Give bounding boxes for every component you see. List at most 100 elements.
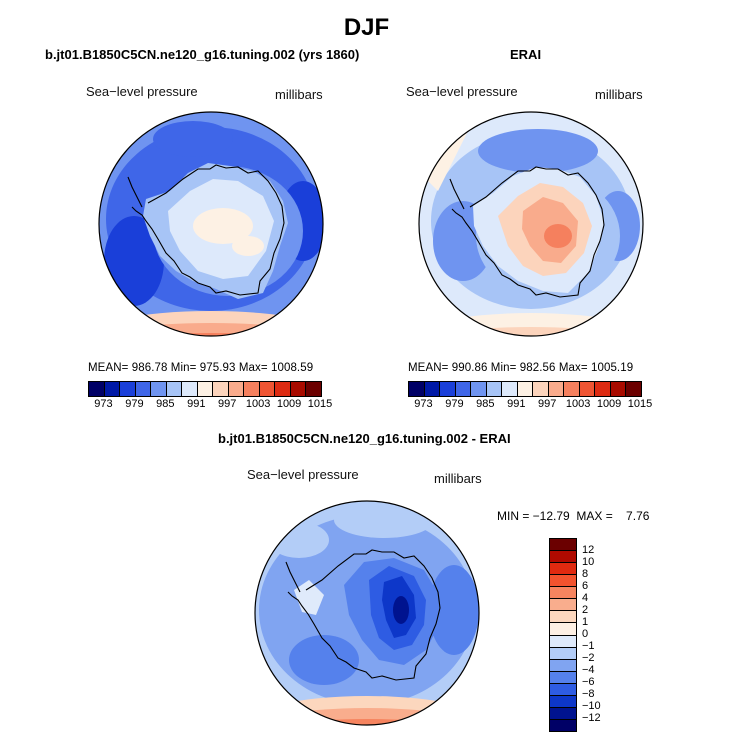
colorbar-tick-label: 6	[582, 580, 589, 592]
panel-model-stats: MEAN= 986.78 Min= 975.93 Max= 1008.59	[88, 362, 314, 374]
colorbar-tick-label: 4	[582, 592, 589, 604]
colorbar-swatch	[244, 382, 260, 396]
model-polar-map	[98, 111, 324, 337]
colorbar-swatch	[151, 382, 167, 396]
colorbar-swatch	[595, 382, 611, 396]
colorbar-obs-labels: 973 979 985 991 997 1003 1009 1015	[408, 398, 652, 412]
difference-polar-map	[254, 500, 480, 726]
colorbar-swatch	[550, 551, 576, 564]
colorbar-swatch	[564, 382, 580, 396]
colorbar-swatch	[455, 382, 472, 396]
colorbar-tick-label: 1015	[307, 398, 333, 410]
colorbar-swatch	[550, 647, 576, 660]
colorbar-swatch	[550, 563, 576, 576]
main-title: DJF	[343, 14, 390, 41]
panel-diff-variable-label: Sea−level pressure	[247, 467, 359, 482]
colorbar-swatch	[228, 382, 245, 396]
panel-title-obs: ERAI	[510, 47, 542, 62]
obs-coastline	[449, 166, 605, 298]
diff-coastline	[285, 549, 441, 681]
colorbar-swatch	[610, 382, 627, 396]
colorbar-swatch	[306, 382, 321, 396]
colorbar-tick-label: 1015	[627, 398, 653, 410]
model-coastline	[127, 164, 285, 296]
panel-model-variable-label: Sea−level pressure	[86, 84, 198, 99]
model-high-band-outer	[99, 311, 323, 336]
colorbar-swatch	[550, 695, 576, 708]
colorbar-tick-label: 10	[582, 556, 595, 568]
colorbar-swatch	[440, 382, 456, 396]
diff-min-core	[393, 596, 409, 624]
colorbar-swatch	[550, 587, 576, 600]
colorbar-tick-label: 973	[414, 398, 433, 410]
colorbar-swatch	[197, 382, 214, 396]
colorbar-swatch	[182, 382, 198, 396]
panel-obs-stats: MEAN= 990.86 Min= 982.56 Max= 1005.19	[408, 362, 634, 374]
colorbar-tick-label: −6	[582, 676, 595, 688]
panel-model-units-label: millibars	[275, 87, 323, 102]
colorbar-tick-label: −2	[582, 652, 595, 664]
colorbar-tick-label: 12	[582, 544, 595, 556]
model-high-center	[193, 208, 253, 244]
colorbar-tick-label: 979	[125, 398, 144, 410]
colorbar-tick-label: 1009	[596, 398, 622, 410]
colorbar-swatch	[409, 382, 425, 396]
panel-title-difference: b.jt01.B1850C5CN.ne120_g16.tuning.002 - …	[218, 431, 511, 446]
colorbar-difference	[549, 538, 577, 732]
obs-low-north	[478, 129, 598, 173]
colorbar-swatch	[550, 539, 576, 552]
diff-neg-southwest	[289, 635, 359, 685]
model-map-border	[98, 111, 324, 337]
colorbar-swatch	[120, 382, 136, 396]
colorbar-swatch	[550, 659, 576, 672]
diff-light-northwest	[269, 522, 329, 558]
colorbar-tick-label: 8	[582, 568, 589, 580]
panel-obs-variable-label: Sea−level pressure	[406, 84, 518, 99]
panel-obs-units-label: millibars	[595, 87, 643, 102]
diff-peninsula-light	[294, 580, 324, 615]
obs-band-inner	[419, 327, 643, 336]
diff-light-north	[334, 502, 434, 538]
colorbar-swatch	[517, 382, 534, 396]
obs-map-border	[418, 111, 644, 337]
model-low-west	[104, 216, 164, 306]
obs-high-center	[544, 224, 572, 248]
colorbar-swatch	[550, 611, 576, 624]
panel-title-model: b.jt01.B1850C5CN.ne120_g16.tuning.002 (y…	[45, 47, 360, 62]
colorbar-swatch	[550, 635, 576, 648]
colorbar-tick-label: 985	[476, 398, 495, 410]
colorbar-tick-label: 1009	[276, 398, 302, 410]
colorbar-obs	[408, 381, 642, 397]
colorbar-tick-label: 991	[507, 398, 526, 410]
colorbar-swatch	[275, 382, 291, 396]
panel-diff-minmax: MIN = −12.79 MAX = 7.76	[497, 509, 650, 523]
colorbar-swatch	[89, 382, 105, 396]
colorbar-swatch	[550, 623, 576, 636]
diff-pos-band-inner	[255, 719, 479, 725]
colorbar-swatch	[259, 382, 276, 396]
colorbar-tick-label: −1	[582, 640, 595, 652]
colorbar-swatch	[290, 382, 307, 396]
colorbar-swatch	[550, 707, 576, 720]
model-high-band-mid	[99, 323, 323, 336]
colorbar-swatch	[424, 382, 441, 396]
colorbar-tick-label: −12	[582, 712, 601, 724]
colorbar-tick-label: 0	[582, 628, 589, 640]
colorbar-swatch	[550, 671, 576, 684]
colorbar-tick-label: 979	[445, 398, 464, 410]
colorbar-swatch	[550, 683, 576, 696]
panel-diff-units-label: millibars	[434, 471, 482, 486]
colorbar-tick-label: −10	[582, 700, 601, 712]
colorbar-model	[88, 381, 322, 397]
colorbar-swatch	[502, 382, 518, 396]
colorbar-swatch	[471, 382, 487, 396]
model-high-east	[232, 236, 264, 256]
colorbar-swatch	[626, 382, 641, 396]
obs-polar-map	[418, 111, 644, 337]
colorbar-tick-label: 997	[218, 398, 237, 410]
colorbar-swatch	[548, 382, 565, 396]
colorbar-tick-label: −4	[582, 664, 595, 676]
colorbar-tick-label: 1003	[565, 398, 591, 410]
model-low-north	[153, 121, 233, 157]
colorbar-swatch	[579, 382, 596, 396]
